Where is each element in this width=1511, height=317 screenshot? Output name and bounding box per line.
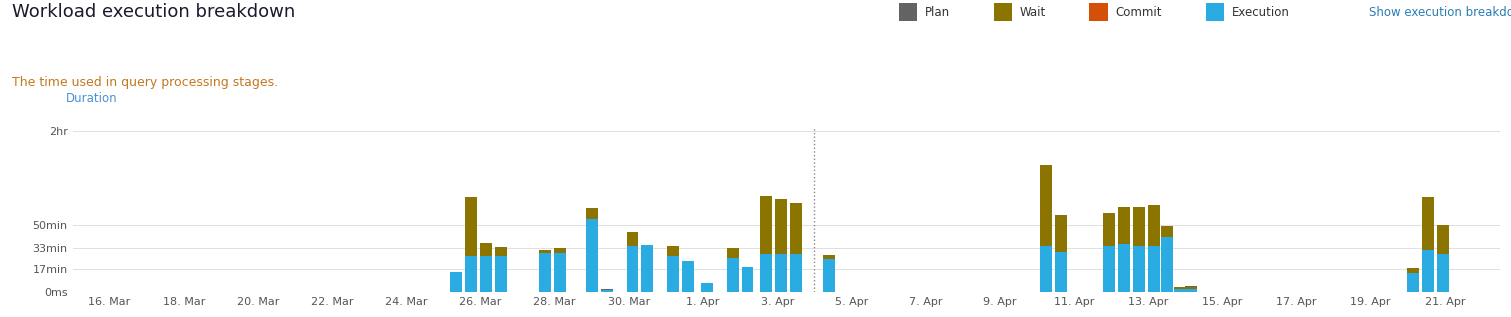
Bar: [465, 256, 477, 292]
Bar: [790, 254, 802, 292]
Text: Workload execution breakdown: Workload execution breakdown: [12, 3, 295, 21]
Bar: [480, 243, 493, 256]
Bar: [1174, 287, 1186, 289]
Bar: [727, 258, 739, 292]
Bar: [823, 259, 836, 292]
Bar: [1055, 215, 1067, 252]
Bar: [760, 254, 772, 292]
Bar: [1185, 289, 1197, 292]
Bar: [1160, 226, 1173, 237]
Bar: [1103, 213, 1115, 246]
Bar: [1407, 268, 1419, 273]
Text: Plan: Plan: [925, 6, 950, 19]
Bar: [668, 256, 680, 292]
Bar: [539, 253, 552, 292]
Bar: [1160, 237, 1173, 292]
Bar: [627, 232, 639, 246]
Bar: [701, 283, 713, 292]
Bar: [823, 255, 836, 259]
Bar: [1133, 207, 1145, 246]
Bar: [683, 261, 694, 292]
Bar: [1103, 246, 1115, 292]
Text: Show execution breakdown: Show execution breakdown: [1369, 6, 1511, 19]
Bar: [1133, 246, 1145, 292]
Bar: [727, 249, 739, 258]
Bar: [668, 246, 680, 256]
Bar: [1185, 287, 1197, 289]
Text: Execution: Execution: [1231, 6, 1289, 19]
Bar: [1407, 273, 1419, 292]
Bar: [742, 267, 754, 292]
Bar: [1055, 252, 1067, 292]
Bar: [496, 256, 506, 292]
Bar: [1040, 246, 1052, 292]
Bar: [480, 256, 493, 292]
Bar: [1118, 244, 1130, 292]
Bar: [1148, 205, 1159, 246]
Bar: [539, 249, 552, 253]
Text: Wait: Wait: [1020, 6, 1046, 19]
Text: Commit: Commit: [1115, 6, 1162, 19]
Bar: [1437, 254, 1449, 292]
Bar: [760, 196, 772, 254]
Bar: [1148, 246, 1159, 292]
Bar: [775, 254, 787, 292]
Bar: [642, 245, 653, 292]
Bar: [1422, 197, 1434, 250]
Bar: [1437, 225, 1449, 254]
Bar: [450, 272, 462, 292]
Text: Duration: Duration: [65, 92, 116, 105]
Bar: [1118, 207, 1130, 244]
Bar: [601, 290, 612, 292]
Bar: [601, 289, 612, 290]
Bar: [790, 203, 802, 254]
Bar: [496, 247, 506, 256]
Bar: [1422, 250, 1434, 292]
Bar: [555, 253, 567, 292]
Bar: [586, 219, 598, 292]
Bar: [775, 199, 787, 254]
Bar: [1040, 165, 1052, 246]
Bar: [1174, 289, 1186, 292]
Bar: [586, 208, 598, 219]
Bar: [627, 246, 639, 292]
Bar: [1185, 286, 1197, 287]
Text: The time used in query processing stages.: The time used in query processing stages…: [12, 76, 278, 89]
Bar: [465, 197, 477, 256]
Bar: [555, 249, 567, 253]
